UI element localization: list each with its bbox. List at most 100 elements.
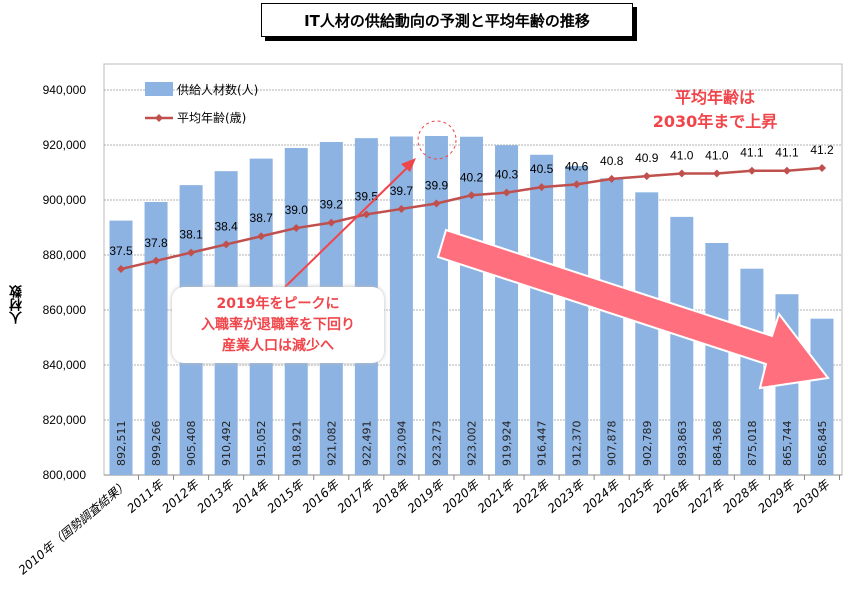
age-data-label: 40.6	[565, 159, 589, 173]
age-data-label: 41.0	[705, 148, 729, 162]
bar-data-label: 884,368	[711, 421, 724, 467]
bar-data-label: 922,491	[360, 421, 373, 467]
bar	[810, 318, 834, 475]
bar	[600, 178, 624, 475]
age-marker	[397, 204, 406, 213]
age-marker	[502, 188, 511, 197]
age-marker	[818, 163, 826, 172]
age-data-label: 41.0	[670, 148, 694, 162]
bar	[565, 165, 589, 476]
y-tick-label: 820,000	[43, 413, 87, 427]
bar-data-label: 910,492	[220, 421, 233, 467]
age-marker	[712, 169, 721, 178]
chart-title: IT人材の供給動向の予測と平均年齢の推移	[261, 3, 633, 37]
age-data-label: 38.4	[214, 219, 238, 233]
legend-bar-swatch	[145, 82, 173, 96]
legend-label: 平均年齢(歳)	[177, 110, 246, 125]
age-data-label: 41.1	[775, 146, 799, 160]
age-data-label: 38.7	[250, 211, 274, 225]
age-marker	[467, 191, 476, 200]
x-tick-label: 2021年	[475, 476, 518, 515]
age-marker	[782, 166, 791, 175]
x-tick-label: 2026年	[650, 476, 693, 515]
bar	[635, 192, 659, 475]
bar	[389, 136, 413, 475]
legend-label: 供給人材数(人)	[177, 82, 258, 97]
age-data-label: 39.2	[320, 198, 344, 212]
bar-data-label: 923,002	[466, 421, 479, 467]
bar-data-label: 902,789	[641, 421, 654, 467]
decline-arrow-icon	[436, 228, 830, 390]
bar-data-label: 915,052	[255, 421, 268, 467]
age-marker	[572, 180, 581, 189]
peak-callout: 2019年をピークに 入職率が退職率を下回り 産業人口は減少へ	[172, 287, 384, 363]
age-data-label: 41.1	[740, 146, 764, 160]
bar-data-label: 899,266	[150, 421, 163, 467]
x-tick-label: 2011年	[124, 476, 167, 515]
age-marker	[747, 166, 756, 175]
age-marker	[117, 265, 125, 273]
bar-data-label: 875,018	[746, 421, 759, 467]
bar-data-label: 923,273	[430, 421, 443, 467]
bar-data-label: 905,408	[185, 421, 198, 467]
age-data-label: 40.8	[600, 154, 624, 168]
age-marker	[257, 232, 266, 241]
y-tick-label: 800,000	[43, 468, 87, 482]
age-data-label: 40.3	[495, 168, 519, 182]
x-tick-label: 2019年	[405, 476, 448, 515]
x-tick-label: 2022年	[510, 476, 553, 515]
bar-data-label: 921,082	[325, 421, 338, 467]
y-tick-label: 840,000	[43, 358, 87, 372]
bar-data-label: 856,845	[816, 421, 829, 467]
bar-data-label: 923,094	[395, 421, 408, 467]
bar-data-label: 865,744	[781, 421, 794, 467]
age-data-label: 40.9	[635, 151, 659, 165]
bar-data-label: 916,447	[536, 421, 549, 467]
x-tick-label: 2025年	[615, 476, 658, 515]
bar	[144, 202, 168, 475]
y-tick-label: 940,000	[43, 83, 87, 97]
x-tick-label: 2024年	[580, 476, 623, 515]
bar	[109, 220, 133, 475]
peak-note-line: 産業人口は減少へ	[222, 338, 334, 354]
bar-data-label: 918,921	[290, 421, 303, 467]
bar	[495, 145, 519, 476]
y-tick-label: 880,000	[43, 248, 87, 262]
age-data-label: 39.9	[425, 178, 449, 192]
bar	[740, 268, 764, 475]
legend-marker	[155, 114, 163, 122]
bar-data-label: 893,863	[676, 421, 689, 467]
x-tick-label: 2010年（国勢調査結果）	[16, 478, 131, 578]
age-marker	[362, 210, 371, 219]
age-marker	[222, 240, 231, 249]
age-data-label: 39.0	[285, 203, 309, 217]
age-marker	[187, 248, 196, 257]
bar	[670, 216, 694, 475]
age-marker	[642, 172, 651, 181]
age-annotation: 平均年齢は 2030年まで上昇	[640, 86, 790, 134]
age-data-label: 39.5	[355, 189, 379, 203]
x-tick-label: 2016年	[300, 476, 343, 515]
y-axis-label: 人材数	[10, 285, 25, 324]
bar-data-label: 907,878	[606, 421, 619, 467]
x-tick-label: 2020年	[440, 476, 483, 515]
age-marker	[152, 256, 161, 265]
age-data-label: 40.5	[530, 162, 554, 176]
bar	[460, 136, 483, 475]
x-tick-label: 2013年	[194, 476, 237, 515]
x-tick-label: 2023年	[545, 476, 588, 515]
x-tick-label: 2018年	[370, 476, 413, 515]
peak-arrow	[284, 164, 411, 288]
peak-circle	[417, 120, 457, 160]
x-tick-label: 2029年	[755, 476, 798, 515]
x-tick-label: 2017年	[335, 476, 378, 515]
y-tick-label: 900,000	[43, 193, 87, 207]
peak-arrowhead-icon	[401, 158, 416, 172]
age-marker	[432, 199, 441, 208]
bar-data-label: 912,370	[571, 421, 584, 467]
x-tick-label: 2030年	[790, 476, 833, 515]
age-data-label: 40.2	[460, 170, 484, 184]
bar	[705, 242, 729, 475]
